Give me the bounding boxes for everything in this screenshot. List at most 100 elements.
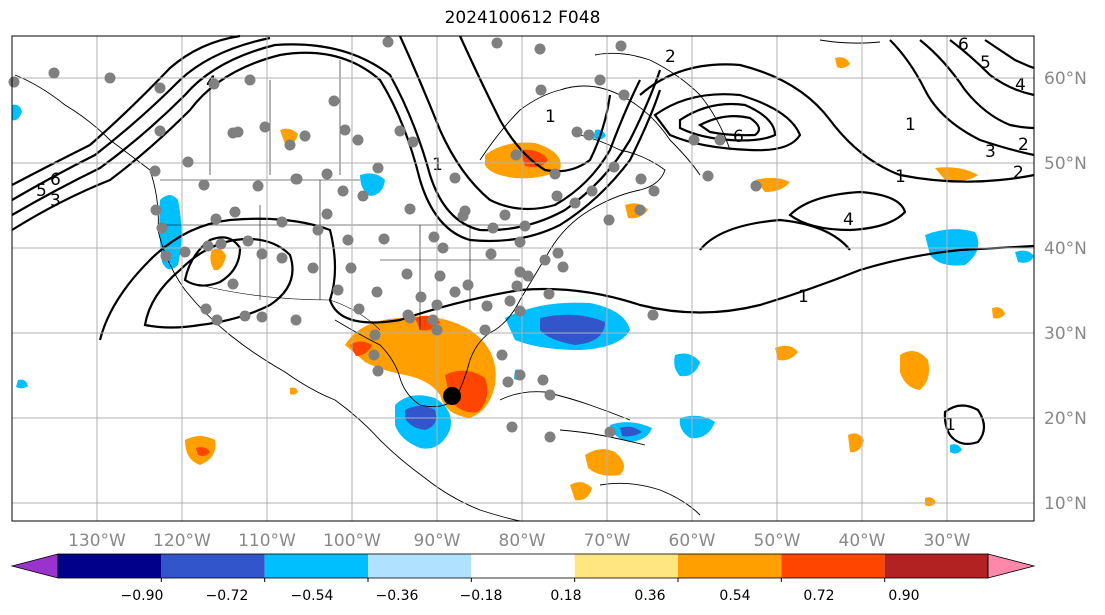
station-dot [594,74,606,86]
station-dot [648,185,660,197]
station-dot [514,236,526,248]
station-dot [210,213,222,225]
station-dot [182,156,194,168]
colorbar-tick-label: −0.72 [206,588,249,604]
lon-label: 70°W [584,531,631,551]
station-dot [394,125,406,137]
station-dot [242,235,254,247]
lon-label: 60°W [669,531,716,551]
contour-label: 4 [1015,75,1026,95]
station-dot [345,262,357,274]
contour-label: 6 [733,127,744,147]
station-dot [688,134,700,146]
station-dot [539,254,551,266]
station-dot [510,149,522,161]
contour-label: 2 [1013,163,1024,183]
station-dot [202,240,214,252]
station-dot [499,209,511,221]
lat-label: 30°N [1044,324,1087,344]
station-dot [256,311,268,323]
station-dot [332,284,344,296]
lat-label: 20°N [1044,409,1087,429]
station-dot [208,78,220,90]
contour-label: 5 [980,53,991,73]
station-dot [537,374,549,386]
station-dot [378,233,390,245]
colorbar-segment [574,554,678,578]
station-dot [462,279,474,291]
station-dot [401,268,413,280]
station-dot [252,180,264,192]
contour-label: 1 [895,167,906,187]
station-dot [535,84,547,96]
contour-label: 5 [36,181,47,201]
station-dot [481,300,493,312]
station-dot [431,324,443,336]
station-dot [321,168,333,180]
station-dot [342,234,354,246]
colorbar-tick-label: 0.72 [803,588,834,604]
map-panel [12,36,1034,521]
station-dot [569,197,581,209]
lon-label: 80°W [499,531,546,551]
station-dot [229,206,241,218]
station-dot [290,314,302,326]
station-dot [549,168,561,180]
colorbar-segment [161,554,265,578]
station-dot [369,329,381,341]
station-dot [276,216,288,228]
station-dot [750,180,762,192]
station-dot [8,76,20,88]
colorbar-tick-label: −0.18 [460,588,503,604]
station-dot [427,314,439,326]
contour-label: 6 [958,35,969,55]
station-dot [459,205,471,217]
lon-label: 120°W [153,531,211,551]
contour-label: 3 [50,191,61,211]
colorbar-frame [57,553,989,579]
colorbar [10,553,1036,582]
lon-label: 100°W [323,531,381,551]
station-dot [437,242,449,254]
station-dot [635,173,647,185]
station-dot [552,247,564,259]
station-dot [407,136,419,148]
station-dot [227,278,239,290]
contour-label: 3 [985,142,996,162]
station-dot [357,190,369,202]
station-dot [544,389,556,401]
colorbar-extend-high [987,553,1036,579]
colorbar-tick-label: −0.36 [376,588,419,604]
station-dot [291,173,303,185]
station-dot [259,121,271,133]
colorbar-segment [781,554,885,578]
station-dot [372,365,384,377]
colorbar-tick-label: −0.90 [121,588,164,604]
station-dot [299,130,311,142]
lon-label: 90°W [414,531,461,551]
station-dot [353,303,365,315]
station-dot [404,312,416,324]
station-dot [557,261,569,273]
colorbar-segment [58,554,162,578]
station-dot [244,74,256,86]
station-dot [608,161,620,173]
station-dot [239,310,251,322]
station-dot [506,421,518,433]
station-dot [496,349,508,361]
station-dot [583,129,595,141]
station-dot [504,295,516,307]
colorbar-segment [471,554,575,578]
lon-label: 50°W [754,531,801,551]
station-dot [328,95,340,107]
station-dot [276,252,288,264]
station-dot [211,314,223,326]
latitude-axis: 60°N 50°N 40°N 30°N 20°N 10°N [1044,69,1087,514]
station-dot [534,43,546,55]
station-dot [154,82,166,94]
colorbar-tick-label: 0.36 [634,588,665,604]
station-dot [428,231,440,243]
gridlines [12,36,1034,521]
station-dot [634,204,646,216]
